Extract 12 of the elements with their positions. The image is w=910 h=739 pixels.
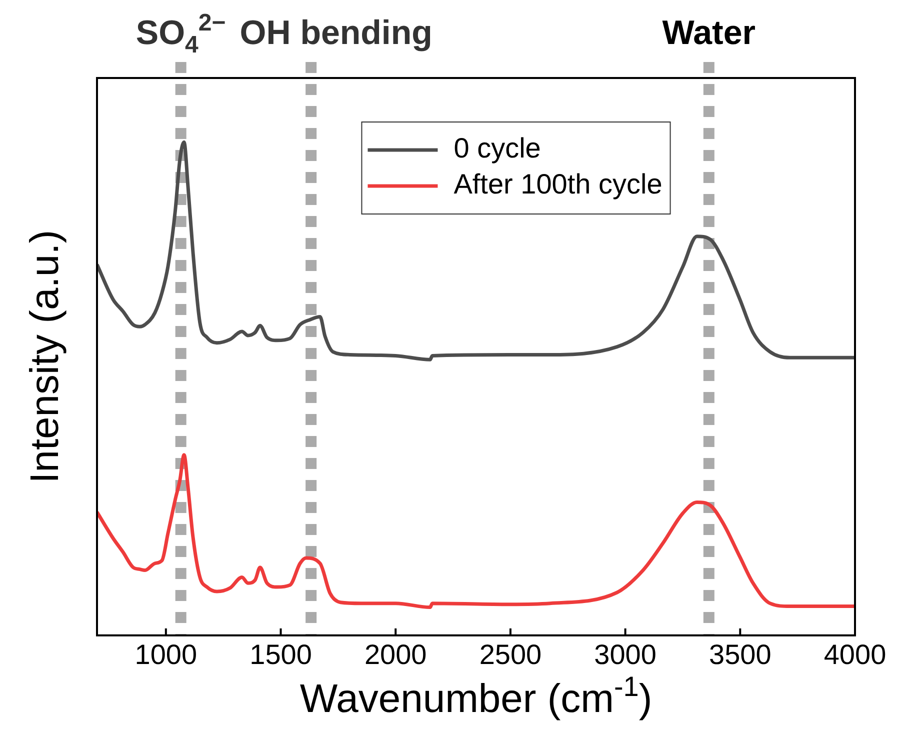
- x-tick-label: 2000: [364, 638, 427, 670]
- ref-line-label: Water: [662, 14, 756, 52]
- x-tick-label: 3000: [594, 638, 656, 670]
- x-tick-label: 2500: [479, 638, 542, 670]
- y-axis-title: Intensity (a.u.): [23, 230, 67, 484]
- legend-label: 0 cycle: [454, 132, 541, 164]
- legend-label: After 100th cycle: [454, 168, 662, 200]
- x-tick-label: 1500: [250, 638, 312, 670]
- x-tick-label: 3500: [709, 638, 772, 670]
- x-tick-label: 1000: [134, 638, 198, 670]
- ref-line-label: OH bending: [240, 14, 432, 52]
- x-tick-label: 4000: [824, 638, 886, 670]
